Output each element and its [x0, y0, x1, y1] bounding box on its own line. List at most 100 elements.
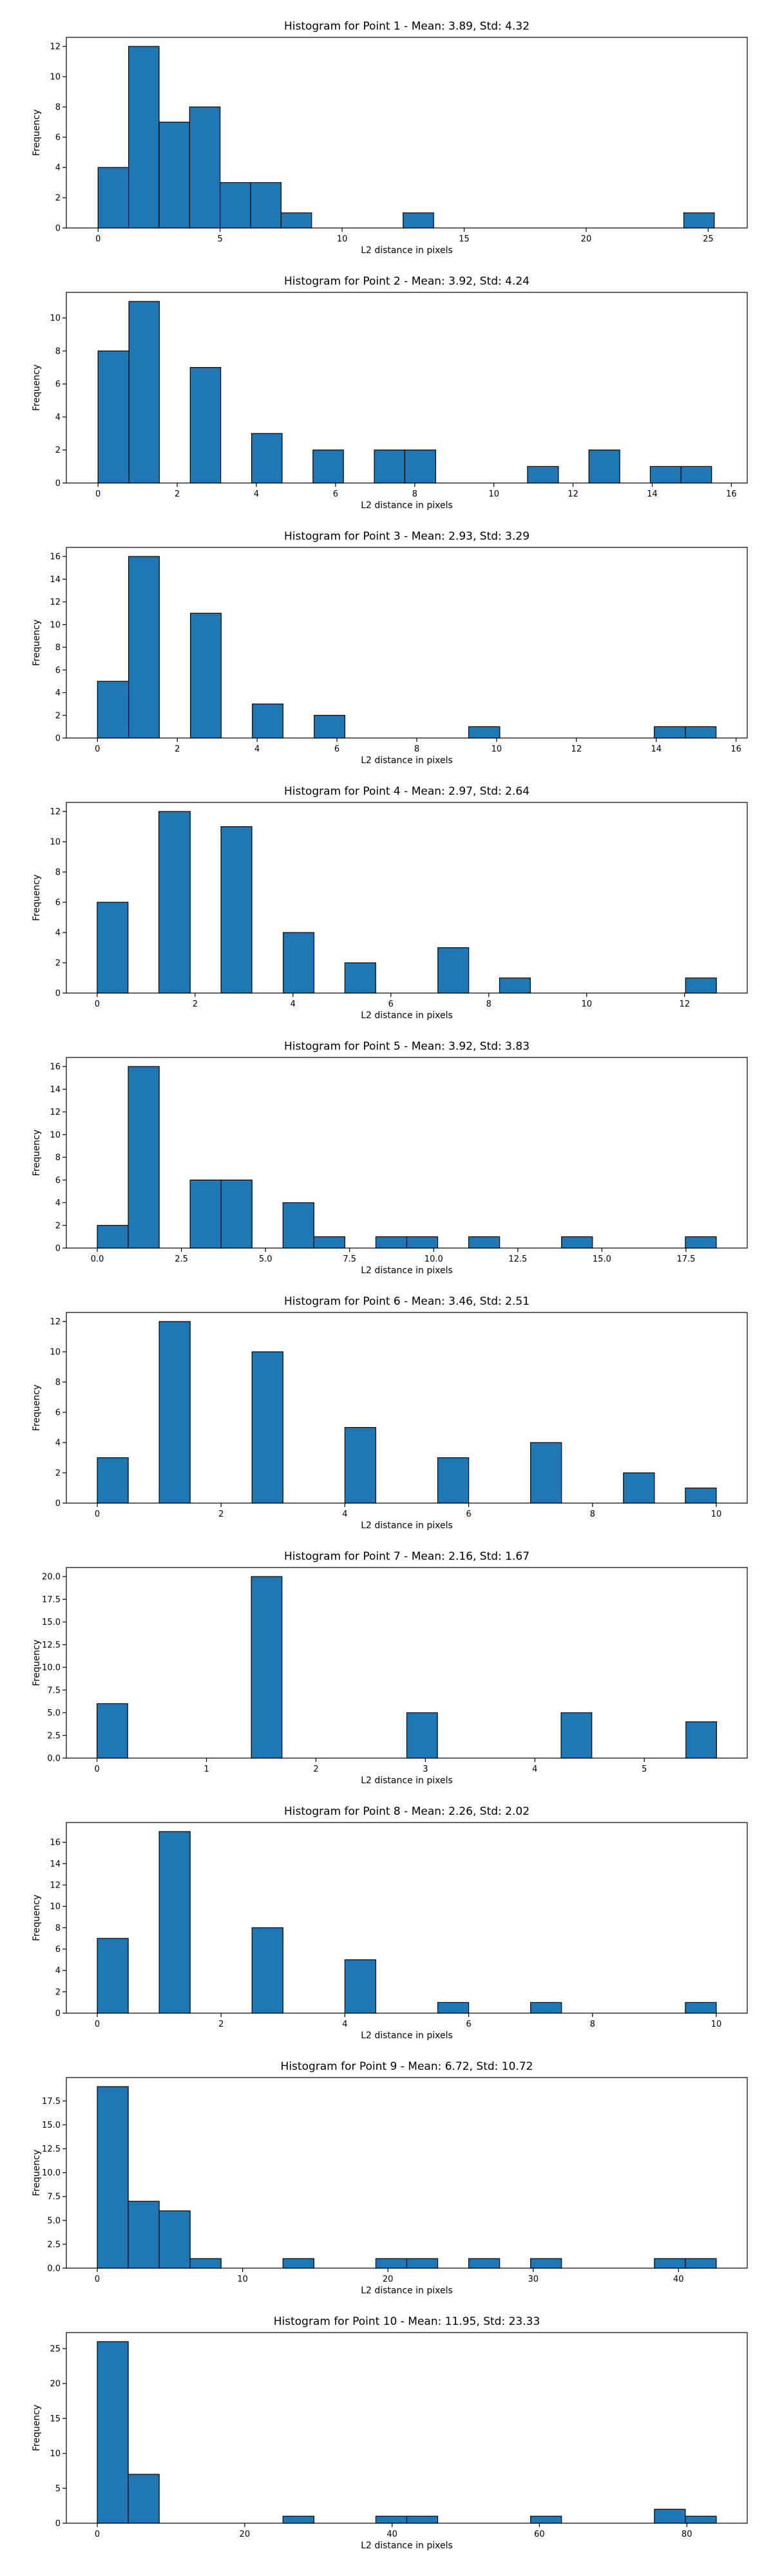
y-tick-label: 7.5 — [47, 2192, 61, 2202]
x-tick-label: 4 — [291, 999, 296, 1009]
x-tick-label: 15.0 — [593, 1255, 611, 1264]
y-tick-label: 6 — [55, 666, 61, 676]
x-tick-label: 12 — [568, 489, 578, 499]
plot-frame — [66, 1312, 748, 1504]
y-tick-label: 2 — [55, 711, 61, 721]
x-tick-label: 10 — [711, 2020, 722, 2029]
chart-title: Histogram for Point 9 - Mean: 6.72, Std:… — [281, 2060, 533, 2073]
y-tick-label: 7.5 — [47, 1686, 61, 1696]
histogram-bar — [437, 1457, 470, 1504]
x-tick-label: 0 — [95, 744, 100, 754]
x-tick-label: 2 — [175, 744, 180, 754]
x-tick-label: 10 — [491, 744, 502, 754]
y-axis-label: Frequency — [32, 365, 42, 411]
y-tick-label: 0.0 — [47, 2264, 61, 2274]
y-tick-label: 6 — [55, 133, 61, 143]
y-tick-label: 20 — [50, 2380, 61, 2389]
x-tick-label: 5 — [218, 234, 223, 244]
y-tick-label: 10 — [50, 838, 61, 848]
x-tick-label: 8 — [414, 744, 419, 754]
x-tick-label: 4 — [342, 1510, 347, 1519]
histogram-bar — [158, 121, 190, 229]
y-tick-label: 12.5 — [42, 2145, 61, 2154]
y-tick-label: 5.0 — [47, 1709, 61, 1718]
histogram-bar — [128, 301, 160, 484]
y-tick-label: 12 — [50, 1108, 61, 1117]
y-tick-label: 6 — [55, 380, 61, 390]
histogram-5: Histogram for Point 5 - Mean: 3.92, Std:… — [32, 1040, 748, 1275]
x-tick-label: 0 — [95, 234, 100, 244]
histogram-bar — [649, 466, 682, 484]
histogram-bar — [374, 450, 406, 484]
x-tick-label: 2 — [193, 999, 198, 1009]
x-tick-label: 2.5 — [175, 1255, 188, 1264]
histogram-bar — [312, 450, 344, 484]
y-tick-label: 8 — [55, 1378, 61, 1388]
histogram-9: Histogram for Point 9 - Mean: 6.72, Std:… — [32, 2060, 748, 2295]
histogram-bar — [685, 2258, 717, 2269]
x-tick-label: 25 — [703, 234, 714, 244]
y-tick-label: 8 — [55, 346, 61, 356]
y-tick-label: 10 — [50, 2449, 61, 2459]
histogram-bar — [468, 726, 501, 739]
histogram-bar — [654, 726, 686, 739]
histogram-bar — [406, 2515, 439, 2524]
histogram-bar — [314, 715, 346, 739]
y-tick-label: 0 — [55, 1244, 61, 1254]
y-tick-label: 0.0 — [47, 1754, 61, 1764]
x-tick-label: 4 — [342, 2020, 347, 2029]
x-tick-label: 20 — [240, 2530, 251, 2539]
x-tick-label: 10.0 — [425, 1255, 443, 1264]
histogram-bar — [251, 1927, 283, 2014]
chart-title: Histogram for Point 6 - Mean: 3.46, Std:… — [284, 1295, 530, 1308]
y-tick-label: 25 — [50, 2344, 61, 2354]
y-axis-label: Frequency — [32, 1640, 42, 1686]
x-tick-label: 12 — [571, 744, 582, 754]
y-tick-label: 10.0 — [42, 1663, 61, 1673]
y-axis-label: Frequency — [32, 109, 42, 156]
y-tick-label: 5.0 — [47, 2216, 61, 2226]
histogram-bar — [654, 2258, 686, 2269]
x-tick-label: 10 — [488, 489, 499, 499]
y-tick-label: 2 — [55, 446, 61, 455]
x-axis-label: L2 distance in pixels — [361, 1520, 453, 1530]
y-tick-label: 2.5 — [47, 2240, 61, 2249]
y-tick-label: 12 — [50, 1881, 61, 1891]
histogram-bar — [685, 2002, 717, 2014]
y-axis-label: Frequency — [32, 2405, 42, 2451]
x-axis-label: L2 distance in pixels — [361, 2286, 453, 2295]
histogram-bar — [560, 1712, 593, 1759]
y-tick-label: 0 — [55, 224, 61, 234]
x-tick-label: 0 — [95, 1510, 100, 1519]
y-tick-label: 0 — [55, 2519, 61, 2529]
y-tick-label: 2 — [55, 1469, 61, 1479]
histogram-8: Histogram for Point 8 - Mean: 2.26, Std:… — [32, 1805, 748, 2040]
x-axis-label: L2 distance in pixels — [361, 1776, 453, 1785]
chart-title: Histogram for Point 5 - Mean: 3.92, Std:… — [284, 1040, 530, 1053]
y-tick-label: 4 — [55, 1198, 61, 1208]
histogram-bar — [97, 167, 129, 229]
x-tick-label: 40 — [386, 2530, 397, 2539]
y-tick-label: 4 — [55, 164, 61, 173]
histogram-4: Histogram for Point 4 - Mean: 2.97, Std:… — [32, 785, 748, 1020]
y-tick-label: 0 — [55, 1499, 61, 1509]
y-tick-label: 4 — [55, 688, 61, 698]
x-tick-label: 1 — [204, 1765, 209, 1774]
y-axis-label: Frequency — [32, 2150, 42, 2196]
histogram-bar — [282, 2258, 314, 2269]
chart-title: Histogram for Point 4 - Mean: 2.97, Std:… — [284, 785, 530, 798]
histogram-3: Histogram for Point 3 - Mean: 2.93, Std:… — [32, 530, 748, 765]
x-tick-label: 8 — [590, 1510, 595, 1519]
histogram-bar — [128, 2201, 160, 2269]
y-tick-label: 16 — [50, 553, 61, 562]
histogram-bar — [527, 466, 559, 484]
y-tick-label: 6 — [55, 1176, 61, 1186]
y-tick-label: 0 — [55, 479, 61, 489]
histogram-bar — [97, 902, 129, 994]
histogram-bar — [189, 2258, 222, 2269]
plot-frame — [66, 292, 748, 484]
y-tick-label: 8 — [55, 868, 61, 878]
histogram-bar — [344, 962, 376, 994]
histogram-bar — [220, 182, 251, 229]
